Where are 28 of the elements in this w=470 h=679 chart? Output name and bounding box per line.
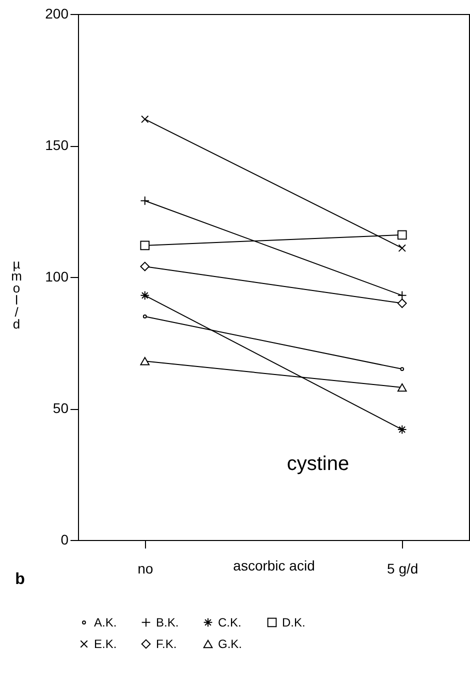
- point: [140, 262, 150, 272]
- legend-label: B.K.: [156, 615, 179, 630]
- point: [400, 367, 404, 372]
- x-tick-label: no: [138, 560, 154, 576]
- x-tick-label: 5 g/d: [387, 560, 418, 576]
- legend-label: E.K.: [94, 637, 117, 651]
- point: [397, 424, 407, 434]
- point: [397, 298, 407, 308]
- point: [140, 240, 150, 250]
- y-tick-label: 100: [45, 268, 69, 284]
- legend-label: D.K.: [282, 615, 306, 630]
- legend-label: G.K.: [218, 637, 242, 651]
- y-tick-label: 50: [52, 400, 69, 416]
- annotation: cystine: [286, 453, 350, 475]
- point: [141, 115, 149, 124]
- y-tick-label: 0: [60, 532, 69, 548]
- y-axis-title: µmol/d: [11, 256, 22, 332]
- point: [397, 230, 407, 240]
- x-axis-title: ascorbic acid: [233, 558, 315, 574]
- y-tick-label: 150: [45, 137, 69, 153]
- legend-label: A.K.: [94, 616, 117, 630]
- point: [142, 314, 147, 318]
- y-tick-label: 200: [45, 6, 69, 22]
- legend-label: F.K.: [156, 637, 177, 651]
- legend-label: C.K.: [218, 615, 242, 630]
- point: [140, 290, 150, 300]
- point: [398, 244, 406, 252]
- text: b: [15, 571, 26, 588]
